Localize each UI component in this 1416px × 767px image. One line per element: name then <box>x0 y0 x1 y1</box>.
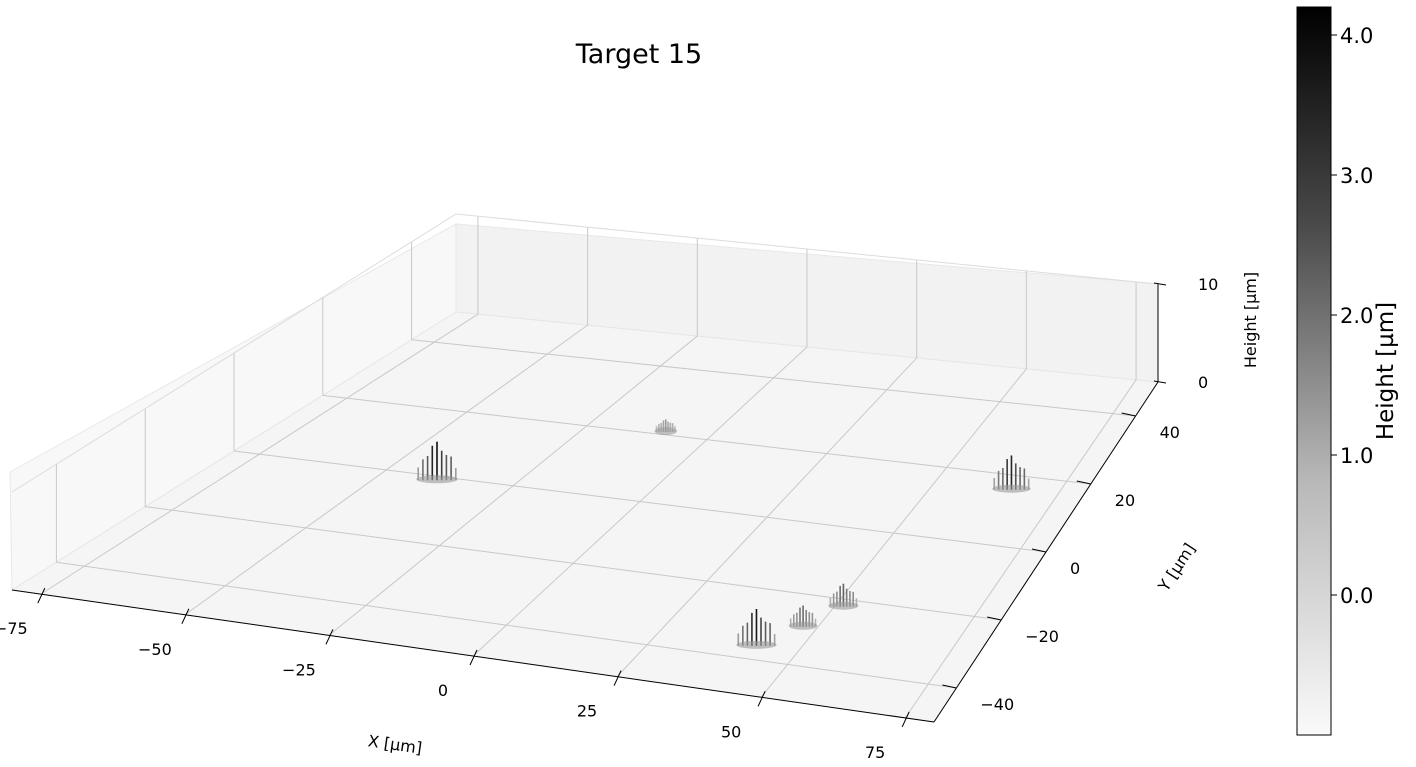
colorbar-tick-label: 0.0 <box>1340 584 1373 608</box>
colorbar-tick-label: 4.0 <box>1340 24 1373 48</box>
x-tick-mark <box>325 629 334 645</box>
x-tick-label: 75 <box>865 743 885 762</box>
surface-bump <box>416 441 458 484</box>
y-grid-line <box>145 506 1002 621</box>
x-tick-label: −25 <box>282 660 316 679</box>
y-tick-label: 0 <box>1070 559 1080 578</box>
colorbar-ticks: 0.0 1.0 2.0 3.0 4.0 <box>1331 24 1373 608</box>
colorbar-tick-label: 3.0 <box>1340 164 1373 188</box>
colorbar <box>1296 6 1332 736</box>
y-tick-label: −20 <box>1025 627 1059 646</box>
surface-bump <box>992 455 1031 493</box>
x-tick-mark <box>901 711 910 728</box>
y-tick-mark <box>1121 412 1136 417</box>
surface-base <box>992 484 1031 493</box>
x-tick-label: 25 <box>577 702 597 721</box>
y-grid-line <box>56 561 957 689</box>
surface-base <box>736 640 777 649</box>
y-ticks: −40 −20 0 20 40 <box>942 412 1180 714</box>
surface-base <box>828 601 859 610</box>
x-tick-mark <box>757 691 766 707</box>
x-tick-mark <box>613 670 622 686</box>
surface-base <box>788 621 818 630</box>
surface-base <box>654 427 677 436</box>
x-tick-mark <box>37 587 46 604</box>
grid-lines <box>11 213 1159 719</box>
z-tick-mark <box>1153 380 1167 384</box>
surface-features <box>416 419 1031 649</box>
x-tick-label: 0 <box>438 681 448 700</box>
y-tick-label: 40 <box>1160 423 1180 442</box>
y-tick-label: 20 <box>1115 491 1135 510</box>
surface-bump <box>788 605 818 630</box>
surface-base <box>416 475 458 484</box>
y-tick-label: −40 <box>980 695 1014 714</box>
y-grid-line <box>233 450 1047 553</box>
floor-pane <box>10 311 1159 723</box>
z-ticks: 0 10 <box>1153 275 1218 392</box>
z-tick-label: 10 <box>1198 275 1218 294</box>
colorbar-label: Height [µm] <box>1373 302 1399 440</box>
x-tick-label: −50 <box>138 640 172 659</box>
colorbar-tick-label: 1.0 <box>1340 444 1373 468</box>
y-tick-mark <box>1076 480 1091 485</box>
chart-title: Target 15 <box>575 39 702 70</box>
y-grid-line <box>411 339 1136 417</box>
y-tick-mark <box>1031 548 1047 553</box>
y-tick-mark <box>942 684 957 689</box>
y-grid-line <box>322 394 1091 485</box>
x-tick-label: 50 <box>721 722 741 741</box>
z-tick-label: 0 <box>1198 373 1208 392</box>
x-axis-line <box>11 589 935 723</box>
z-axis-label: Height [µm] <box>1241 272 1260 368</box>
y-axis-label: Y [µm] <box>1154 540 1199 596</box>
x-ticks: −75 −50 −25 0 25 50 75 <box>0 587 910 762</box>
surface-bump <box>736 608 777 649</box>
z-grid-line <box>11 213 1159 493</box>
y-tick-mark <box>987 616 1002 621</box>
x-tick-mark <box>181 608 190 624</box>
surface-bump <box>828 583 859 610</box>
colorbar-tick-label: 2.0 <box>1340 304 1373 328</box>
z-tick-mark <box>1153 282 1167 286</box>
surface-bump <box>654 419 677 436</box>
x-axis-label: X [µm] <box>367 731 423 757</box>
x-tick-mark <box>469 649 478 666</box>
x-tick-label: −75 <box>0 619 28 638</box>
